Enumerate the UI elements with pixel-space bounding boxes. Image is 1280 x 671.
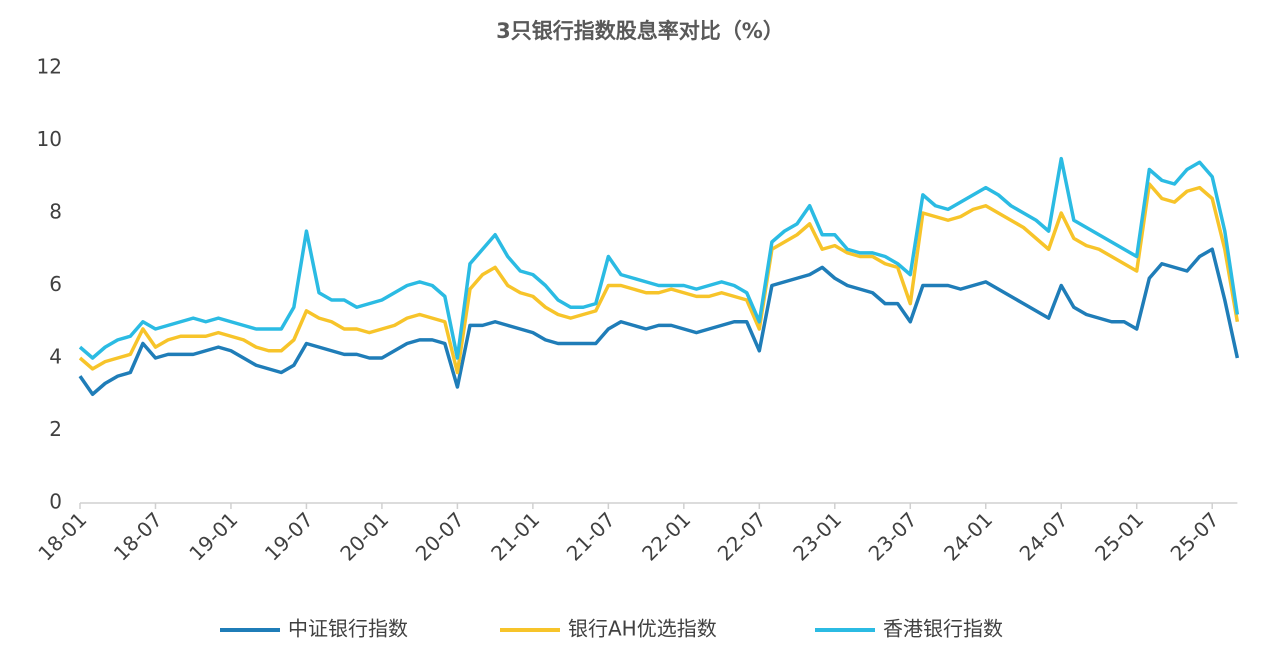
x-tick-label: 22-07 xyxy=(713,507,771,565)
series-line xyxy=(78,247,1240,396)
x-tick-label: 18-07 xyxy=(109,507,167,565)
x-tick-label: 21-07 xyxy=(562,507,620,565)
y-tick-label: 2 xyxy=(49,417,62,441)
y-tick-label: 6 xyxy=(49,272,62,296)
x-tick-label: 23-01 xyxy=(788,507,846,565)
y-tick-label: 0 xyxy=(49,490,62,514)
legend-label: 香港银行指数 xyxy=(883,617,1003,641)
y-tick-label: 8 xyxy=(49,200,62,224)
y-tick-label: 10 xyxy=(37,127,62,151)
series-line xyxy=(78,156,1240,360)
legend-label: 银行AH优选指数 xyxy=(568,617,717,641)
x-tick-label: 22-01 xyxy=(637,507,695,565)
x-tick-label: 25-07 xyxy=(1166,507,1224,565)
y-tick-label: 12 xyxy=(37,55,62,79)
x-tick-label: 24-01 xyxy=(939,507,997,565)
legend-label: 中证银行指数 xyxy=(288,617,408,641)
x-tick-label: 25-01 xyxy=(1090,507,1148,565)
x-tick-label: 23-07 xyxy=(864,507,922,565)
x-tick-label: 19-01 xyxy=(184,507,242,565)
chart-title: 3只银行指数股息率对比（%） xyxy=(496,19,784,43)
x-tick-label: 20-01 xyxy=(335,507,393,565)
y-tick-label: 4 xyxy=(49,345,62,369)
x-tick-label: 19-07 xyxy=(260,507,318,565)
x-tick-label: 20-07 xyxy=(411,507,469,565)
x-tick-label: 21-01 xyxy=(486,507,544,565)
series-line xyxy=(78,182,1240,375)
x-tick-label: 18-01 xyxy=(33,507,91,565)
x-tick-label: 24-07 xyxy=(1015,507,1073,565)
